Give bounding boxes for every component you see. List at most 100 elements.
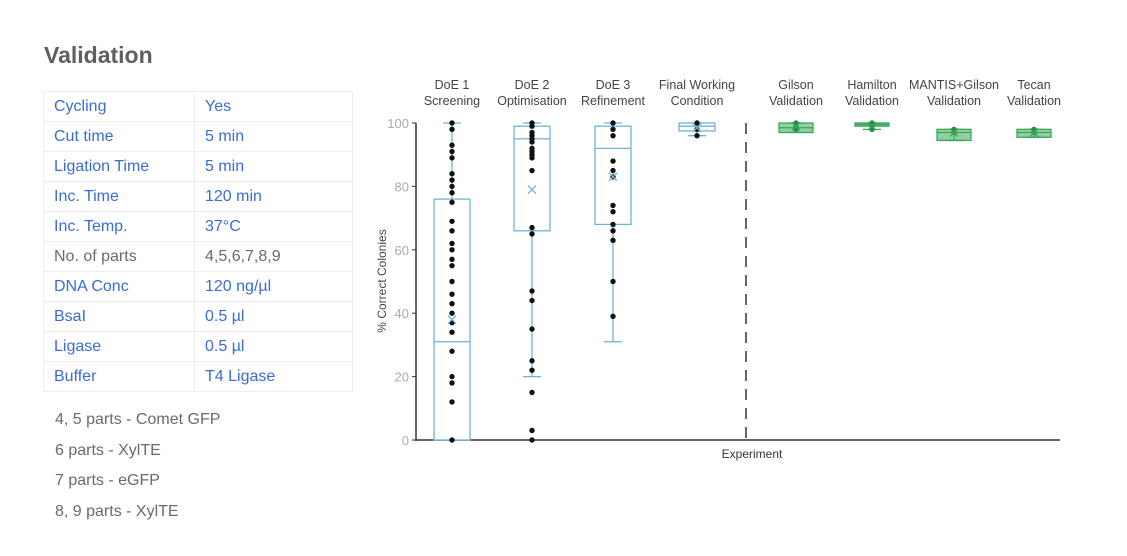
- data-point: [449, 199, 455, 205]
- category-label: Validation: [845, 94, 899, 108]
- category-label: Condition: [671, 94, 724, 108]
- data-point: [610, 202, 616, 209]
- mean-marker: [608, 172, 618, 182]
- data-point: [449, 310, 455, 316]
- notes: 4, 5 parts - Comet GFP 6 parts - XylTE 7 p…: [55, 408, 220, 530]
- data-point: [449, 291, 455, 297]
- mean-marker: [867, 121, 877, 131]
- data-point: [449, 177, 455, 183]
- data-point: [529, 326, 535, 332]
- cell-label: Buffer: [43, 361, 195, 392]
- data-point: [529, 427, 535, 434]
- category-label: DoE 2: [515, 78, 550, 92]
- data-point: [610, 209, 616, 215]
- cell-label: Cut time: [43, 121, 195, 152]
- category-label: Screening: [424, 94, 480, 108]
- cell-label: Ligase: [43, 331, 195, 362]
- data-point: [449, 329, 455, 335]
- data-point: [529, 389, 535, 396]
- mean-marker: [527, 185, 537, 195]
- data-point: [449, 256, 455, 263]
- data-point: [529, 139, 535, 145]
- parameters-table: Cycling Yes Cut time 5 min Ligation Time 5 mi…: [43, 91, 353, 392]
- data-point: [529, 231, 535, 237]
- data-point: [694, 132, 700, 139]
- data-point: [449, 399, 455, 405]
- category-label: DoE 3: [596, 78, 631, 92]
- data-point: [610, 237, 616, 243]
- note: 8, 9 parts - XylTE: [55, 502, 179, 520]
- cell-label: Inc. Time: [43, 181, 195, 212]
- data-point: [610, 313, 616, 320]
- category-label: Optimisation: [497, 94, 567, 108]
- data-point: [610, 132, 616, 139]
- y-tick-label: 100: [387, 116, 409, 131]
- table-row: Inc. Time 120 min: [43, 181, 353, 212]
- data-point: [449, 183, 455, 190]
- data-point: [694, 126, 700, 133]
- data-point: [449, 228, 455, 234]
- data-point: [529, 288, 535, 294]
- y-tick-label: 20: [395, 370, 409, 385]
- data-point: [449, 148, 455, 155]
- cell-value: 0.5 µl: [194, 301, 353, 332]
- table-row: DNA Conc 120 ng/µl: [43, 271, 353, 302]
- data-point: [449, 190, 455, 196]
- category-label: Gilson: [778, 78, 813, 92]
- data-point: [449, 437, 455, 443]
- y-tick-label: 40: [395, 306, 409, 321]
- cell-label: No. of parts: [43, 241, 195, 272]
- data-point: [610, 228, 616, 234]
- page-title: Validation: [44, 42, 153, 68]
- data-point: [529, 358, 535, 364]
- note: 7 parts - eGFP: [55, 472, 160, 489]
- category-label: MANTIS+Gilson: [909, 78, 999, 92]
- category-label: Refinement: [581, 94, 645, 108]
- cell-label: Inc. Temp.: [43, 211, 195, 242]
- mean-marker: [692, 123, 702, 133]
- data-point: [449, 262, 455, 269]
- table-row: BsaI 0.5 µl: [43, 301, 353, 332]
- table-row: Ligation Time 5 min: [43, 151, 353, 182]
- category-label: Final Working: [659, 78, 735, 92]
- data-point: [610, 158, 616, 164]
- data-point: [449, 155, 455, 161]
- data-point: [449, 300, 455, 307]
- mean-marker: [791, 121, 801, 131]
- data-point: [529, 297, 535, 304]
- table-row: Ligase 0.5 µl: [43, 331, 353, 362]
- data-point: [449, 380, 455, 386]
- data-point: [449, 373, 455, 380]
- mean-marker: [949, 128, 959, 137]
- cell-value: T4 Ligase: [194, 361, 353, 392]
- data-point: [449, 348, 455, 354]
- x-axis-label: Experiment: [722, 447, 783, 461]
- data-point: [449, 126, 455, 133]
- data-point: [610, 221, 616, 228]
- data-point: [694, 120, 700, 126]
- category-label: Validation: [769, 94, 823, 108]
- data-point: [529, 367, 535, 373]
- data-point: [529, 123, 535, 129]
- data-point: [449, 218, 455, 224]
- table-row: No. of parts 4,5,6,7,8,9: [43, 241, 353, 272]
- data-point: [449, 278, 455, 285]
- category-label: Tecan: [1017, 78, 1050, 92]
- data-point: [449, 171, 455, 177]
- y-axis-label: % Correct Colonies: [375, 229, 389, 332]
- cell-label: DNA Conc: [43, 271, 195, 302]
- data-point: [610, 278, 616, 285]
- data-point: [449, 142, 455, 148]
- data-point: [449, 120, 455, 126]
- y-tick-label: 0: [402, 433, 409, 448]
- y-tick-label: 80: [395, 179, 409, 194]
- data-point: [529, 224, 535, 231]
- data-point: [610, 167, 616, 174]
- mean-marker: [447, 315, 457, 324]
- mean-marker: [1029, 128, 1039, 137]
- cell-value: 4,5,6,7,8,9: [194, 241, 353, 272]
- data-point: [529, 167, 535, 174]
- data-point: [449, 240, 455, 247]
- cell-value: 37°C: [194, 211, 353, 242]
